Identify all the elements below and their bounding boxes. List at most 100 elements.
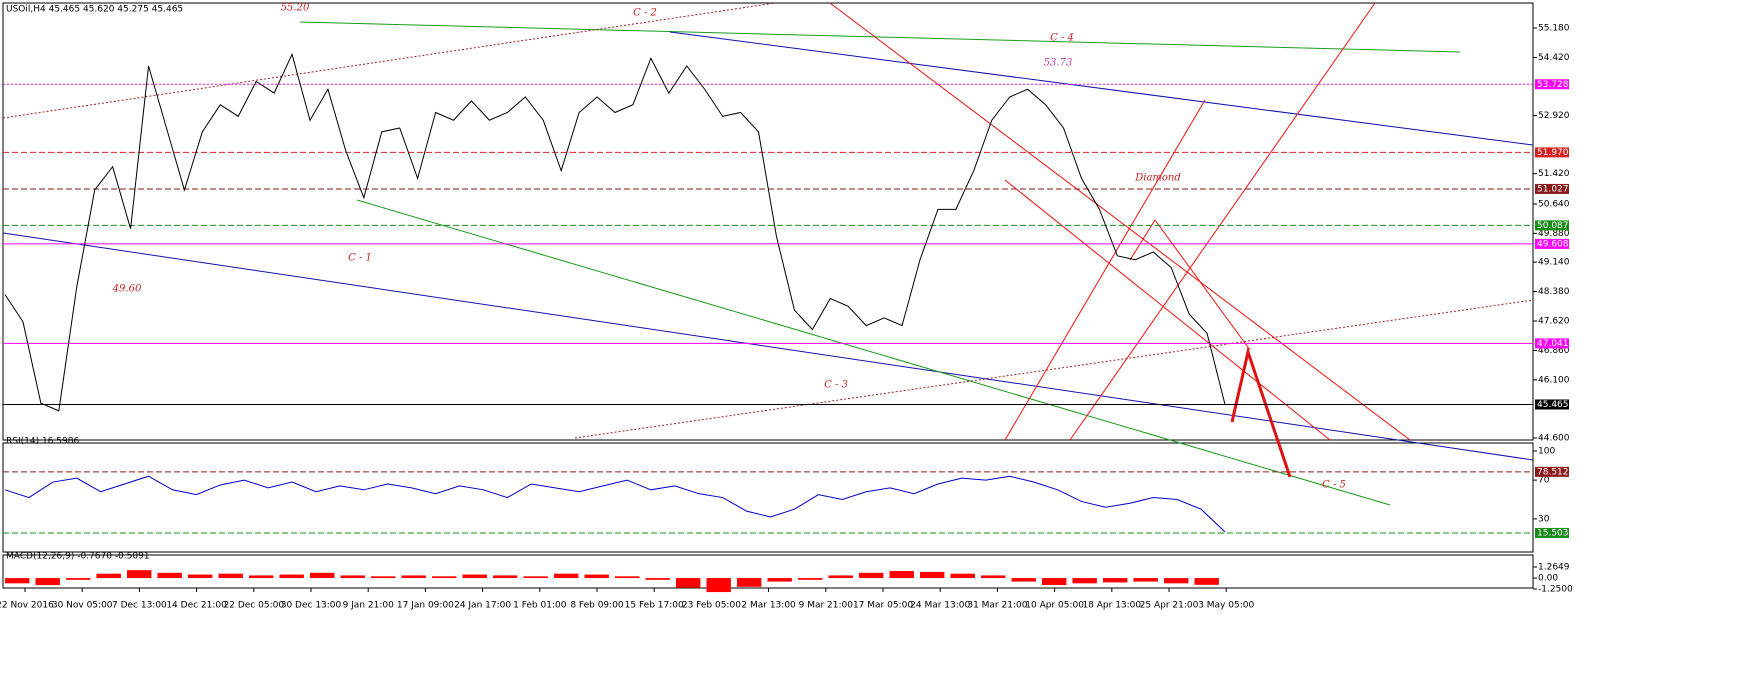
macd-bar xyxy=(401,575,426,579)
macd-bar xyxy=(1194,578,1219,585)
price-line xyxy=(4,52,1226,412)
x-tick-label: 17 Jan 09:00 xyxy=(397,601,454,611)
macd-bar xyxy=(371,576,396,579)
rsi-pane xyxy=(2,442,1534,553)
level-label: 78.5124 xyxy=(1537,467,1574,477)
price-line xyxy=(4,475,1226,533)
level-label: 47.041 xyxy=(1537,339,1569,349)
x-tick-label: 22 Nov 2016 xyxy=(0,601,54,611)
y-tick-label: 70 xyxy=(1538,476,1550,486)
y-tick-label: 54.420 xyxy=(1538,53,1570,63)
x-tick-label: 22 Dec 05:00 xyxy=(224,601,285,611)
macd-pane xyxy=(2,554,1534,589)
y-tick-label: 49.140 xyxy=(1538,258,1570,268)
macd-bar xyxy=(615,576,640,579)
annotation: Diamond xyxy=(1134,173,1181,184)
macd-bar xyxy=(35,578,60,586)
macd-bar xyxy=(5,578,30,584)
y-tick-label: 1.2649 xyxy=(1538,563,1570,573)
macd-bar xyxy=(279,574,304,579)
trend-lines xyxy=(2,2,1534,506)
x-tick-label: 25 Apr 21:00 xyxy=(1140,601,1199,611)
macd-bar xyxy=(462,574,487,579)
level-box xyxy=(1535,466,1569,477)
x-tick-label: 2 Mar 13:00 xyxy=(741,601,796,611)
macd-bar xyxy=(340,575,365,579)
macd-bar xyxy=(218,573,243,579)
level-label: 49.608 xyxy=(1537,239,1569,249)
annotation: C - 4 xyxy=(1050,33,1074,44)
macd-bar xyxy=(1133,578,1158,582)
x-tick-label: 1 Feb 01:00 xyxy=(513,601,567,611)
x-tick-label: 10 Apr 05:00 xyxy=(1025,601,1084,611)
x-tick-label: 31 Mar 21:00 xyxy=(967,601,1027,611)
macd-bar xyxy=(1042,578,1067,586)
x-tick-label: 23 Feb 05:00 xyxy=(682,601,741,611)
macd-bar xyxy=(737,578,762,587)
y-tick-label: 100 xyxy=(1538,447,1555,457)
y-tick-label: 49.880 xyxy=(1538,229,1570,239)
x-tick-label: 30 Nov 05:00 xyxy=(52,601,113,611)
y-tick-label: 50.640 xyxy=(1538,199,1570,209)
annotation: C - 3 xyxy=(824,380,848,391)
macd-bar xyxy=(889,571,914,579)
x-tick-label: 15 Feb 17:00 xyxy=(625,601,684,611)
x-tick-label: 30 Dec 13:00 xyxy=(281,601,342,611)
y-tick-label: 0.00 xyxy=(1538,574,1558,584)
y-tick-label: 52.920 xyxy=(1538,111,1570,121)
macd-bar xyxy=(554,573,579,579)
annotation: 53.73 xyxy=(1044,58,1073,69)
macd-bar xyxy=(767,578,792,582)
price-pane xyxy=(2,2,1534,441)
x-tick-label: 24 Jan 17:00 xyxy=(454,601,511,611)
level-label: 53.728 xyxy=(1537,80,1569,90)
x-tick-label: 24 Mar 13:00 xyxy=(910,601,970,611)
y-tick-label: -1.2500 xyxy=(1538,585,1573,595)
level-box xyxy=(1535,399,1569,410)
y-tick-label: 30 xyxy=(1538,514,1550,524)
y-tick-label: 48.380 xyxy=(1538,287,1570,297)
macd-bar xyxy=(828,575,853,579)
y-tick-label: 46.860 xyxy=(1538,346,1570,356)
macd-bar xyxy=(859,572,884,579)
level-box xyxy=(1535,79,1569,90)
level-label: 51.027 xyxy=(1537,184,1569,194)
macd-bar xyxy=(706,578,731,593)
level-box xyxy=(1535,220,1569,231)
macd-bar xyxy=(96,573,121,579)
x-tick-label: 14 Dec 21:00 xyxy=(166,601,227,611)
annotation: C - 1 xyxy=(348,253,372,264)
macd-bar xyxy=(798,578,823,580)
macd-bar xyxy=(584,574,609,579)
macd-bar xyxy=(310,572,335,579)
macd-bar xyxy=(523,576,548,579)
macd-bar xyxy=(981,575,1006,579)
macd-bar xyxy=(950,573,975,579)
macd-bar xyxy=(249,575,274,579)
macd-bar xyxy=(1072,578,1097,584)
y-tick-label: 55.180 xyxy=(1538,24,1570,34)
level-label: 15.5039 xyxy=(1537,528,1574,538)
macd-bar xyxy=(432,576,457,579)
macd-bar xyxy=(676,578,701,588)
macd-bar xyxy=(1164,578,1189,584)
macd-bar xyxy=(1103,578,1128,583)
level-box xyxy=(1535,338,1569,349)
x-tick-label: 17 Mar 05:00 xyxy=(853,601,913,611)
pane-title: RSI(14) 16.5986 xyxy=(6,437,79,447)
macd-bar xyxy=(920,571,945,579)
level-box xyxy=(1535,183,1569,194)
level-label: 51.970 xyxy=(1537,148,1569,158)
macd-bar xyxy=(1011,578,1036,582)
pane-title: MACD(12,26,9) -0.7670 -0.5091 xyxy=(6,552,150,562)
annotation: 55.20 xyxy=(281,3,310,14)
level-label: 50.087 xyxy=(1537,221,1569,231)
y-tick-label: 46.100 xyxy=(1538,375,1570,385)
level-box xyxy=(1535,238,1569,249)
x-tick-label: 18 Apr 13:00 xyxy=(1082,601,1141,611)
y-tick-label: 47.620 xyxy=(1538,316,1570,326)
macd-bar xyxy=(127,570,152,579)
macd-bar xyxy=(645,578,670,580)
y-tick-label: 51.420 xyxy=(1538,169,1570,179)
